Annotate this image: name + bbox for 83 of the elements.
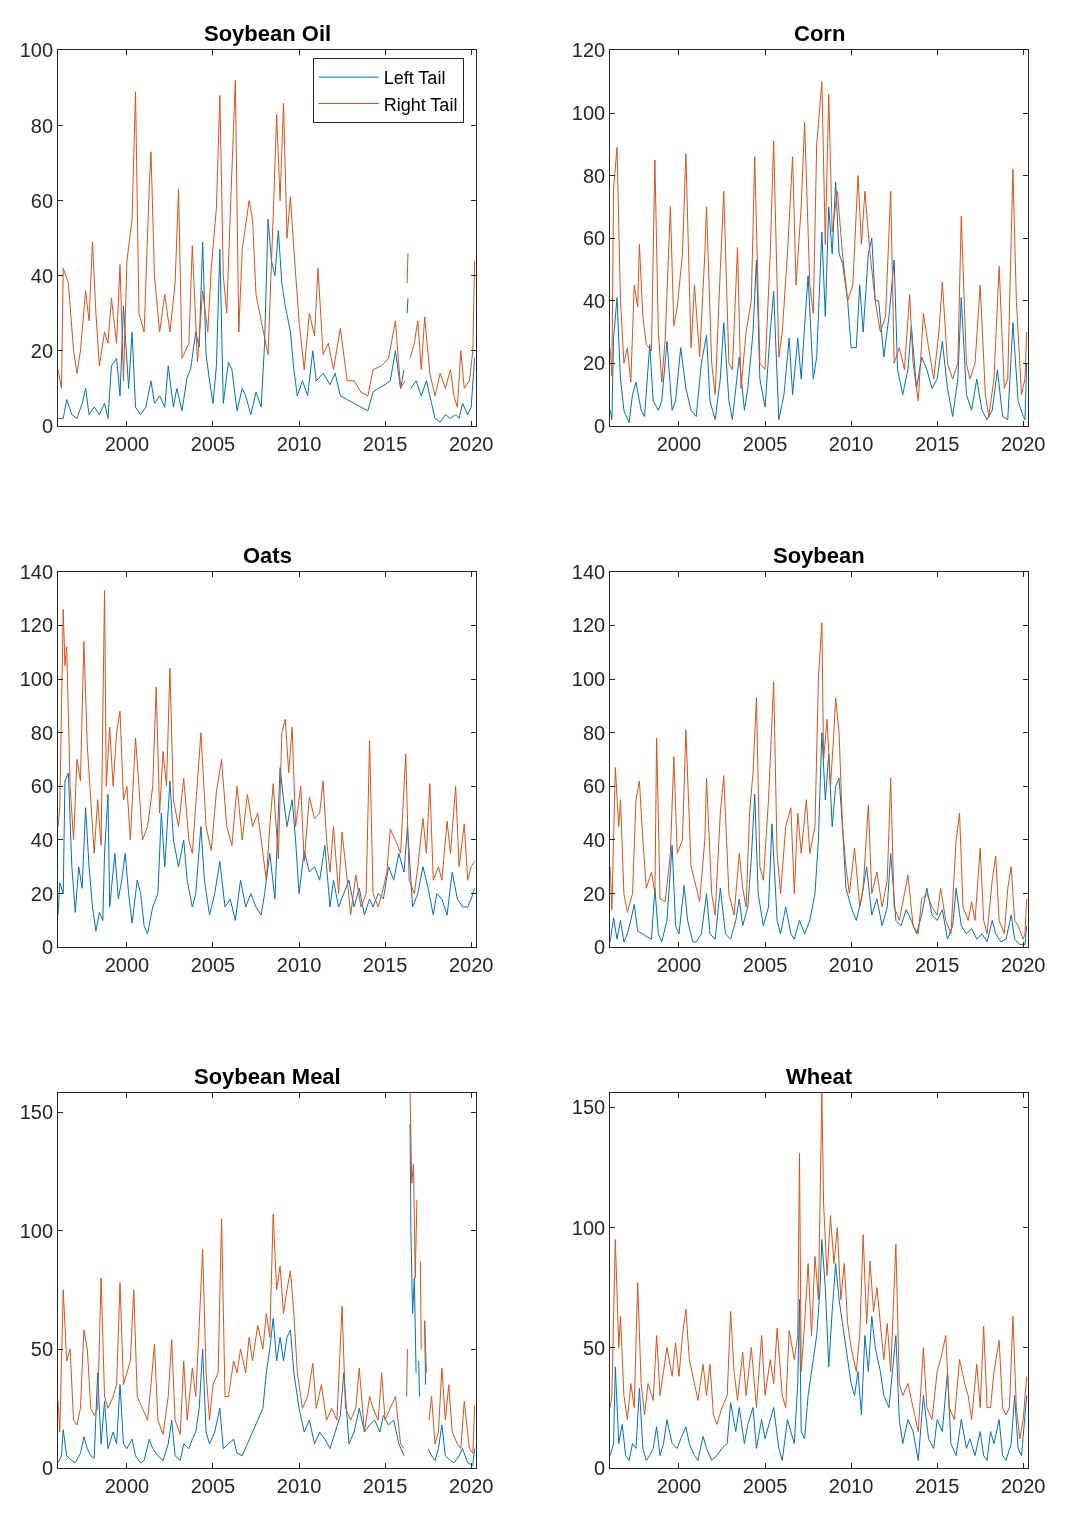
legend-label: Right Tail xyxy=(383,94,458,115)
y-tick-label: 0 xyxy=(41,1456,54,1479)
y-tick-label: 40 xyxy=(582,828,606,851)
y-tick-label: 80 xyxy=(30,721,54,744)
y-tick-label: 0 xyxy=(41,414,54,437)
y-tick-label: 0 xyxy=(594,414,606,437)
x-tick-label: 2020 xyxy=(448,1474,494,1497)
y-tick-label: 80 xyxy=(30,114,54,137)
y-tick-label: 100 xyxy=(571,102,606,124)
y-tick-label: 0 xyxy=(594,1456,606,1479)
x-tick-label: 2005 xyxy=(742,1474,788,1497)
x-tick-label: 2005 xyxy=(190,1474,236,1497)
x-tick-label: 2015 xyxy=(362,1474,408,1497)
x-tick-label: 2010 xyxy=(276,954,322,977)
y-tick-label: 50 xyxy=(30,1338,54,1361)
x-tick-label: 2010 xyxy=(276,1474,322,1497)
chart-title: Soybean Oil xyxy=(204,21,332,46)
y-tick-label: 40 xyxy=(30,264,54,287)
y-tick-label: 60 xyxy=(582,227,606,250)
chart-title: Oats xyxy=(243,543,292,568)
x-tick-label: 2010 xyxy=(276,432,322,455)
x-tick-label: 2010 xyxy=(828,1474,874,1497)
x-tick-label: 2015 xyxy=(362,954,408,977)
y-tick-label: 0 xyxy=(41,936,54,959)
line-series xyxy=(610,732,1028,946)
y-tick-label: 40 xyxy=(582,289,606,312)
y-tick-label: 100 xyxy=(571,1216,606,1239)
x-tick-label: 2020 xyxy=(1000,1474,1046,1497)
line-series xyxy=(610,1239,1028,1461)
y-tick-label: 100 xyxy=(19,668,54,691)
y-tick-label: 120 xyxy=(19,614,54,637)
x-tick-label: 2005 xyxy=(742,432,788,455)
y-tick-label: 80 xyxy=(582,164,606,187)
line-series xyxy=(610,181,1028,424)
chart-title: Wheat xyxy=(786,1064,853,1089)
y-tick-label: 60 xyxy=(30,775,54,798)
y-tick-label: 150 xyxy=(571,1096,606,1119)
y-tick-label: 150 xyxy=(19,1101,54,1124)
line-series xyxy=(610,81,1028,418)
y-tick-label: 80 xyxy=(582,721,606,744)
y-tick-label: 60 xyxy=(30,189,54,212)
y-tick-label: 100 xyxy=(571,668,606,691)
y-tick-label: 100 xyxy=(19,1219,54,1242)
y-tick-label: 0 xyxy=(594,936,606,959)
x-tick-label: 2020 xyxy=(1000,954,1046,977)
x-tick-label: 2015 xyxy=(914,432,960,455)
x-tick-label: 2020 xyxy=(448,954,494,977)
x-tick-label: 2020 xyxy=(448,432,494,455)
y-tick-label: 20 xyxy=(582,352,606,375)
x-tick-label: 2000 xyxy=(104,954,150,977)
y-tick-label: 20 xyxy=(30,339,54,362)
x-tick-label: 2010 xyxy=(828,954,874,977)
y-tick-label: 140 xyxy=(571,560,606,583)
x-tick-label: 2020 xyxy=(1000,432,1046,455)
line-series xyxy=(610,622,1028,940)
y-tick-label: 20 xyxy=(30,882,54,905)
y-tick-label: 100 xyxy=(19,39,54,62)
y-tick-label: 50 xyxy=(582,1336,606,1359)
x-tick-label: 2005 xyxy=(190,432,236,455)
x-tick-label: 2015 xyxy=(362,432,408,455)
x-tick-label: 2010 xyxy=(828,432,874,455)
x-tick-label: 2000 xyxy=(656,954,702,977)
y-tick-label: 120 xyxy=(571,614,606,637)
chart-title: Soybean xyxy=(773,543,865,568)
chart-title: Soybean Meal xyxy=(194,1064,341,1089)
x-tick-label: 2005 xyxy=(190,954,236,977)
y-tick-label: 140 xyxy=(19,560,54,583)
x-tick-label: 2015 xyxy=(914,954,960,977)
y-tick-label: 120 xyxy=(571,39,606,62)
line-series xyxy=(58,767,476,935)
x-tick-label: 2000 xyxy=(656,1474,702,1497)
chart-title: Corn xyxy=(794,21,846,46)
y-tick-label: 40 xyxy=(30,828,54,851)
line-series xyxy=(58,590,476,916)
x-tick-label: 2000 xyxy=(656,432,702,455)
y-tick-label: 20 xyxy=(582,882,606,905)
x-tick-label: 2015 xyxy=(914,1474,960,1497)
x-tick-label: 2000 xyxy=(104,432,150,455)
legend-label: Left Tail xyxy=(383,68,446,89)
x-tick-label: 2000 xyxy=(104,1474,150,1497)
x-tick-label: 2005 xyxy=(742,954,788,977)
line-series xyxy=(610,1093,1028,1440)
y-tick-label: 60 xyxy=(582,775,606,798)
